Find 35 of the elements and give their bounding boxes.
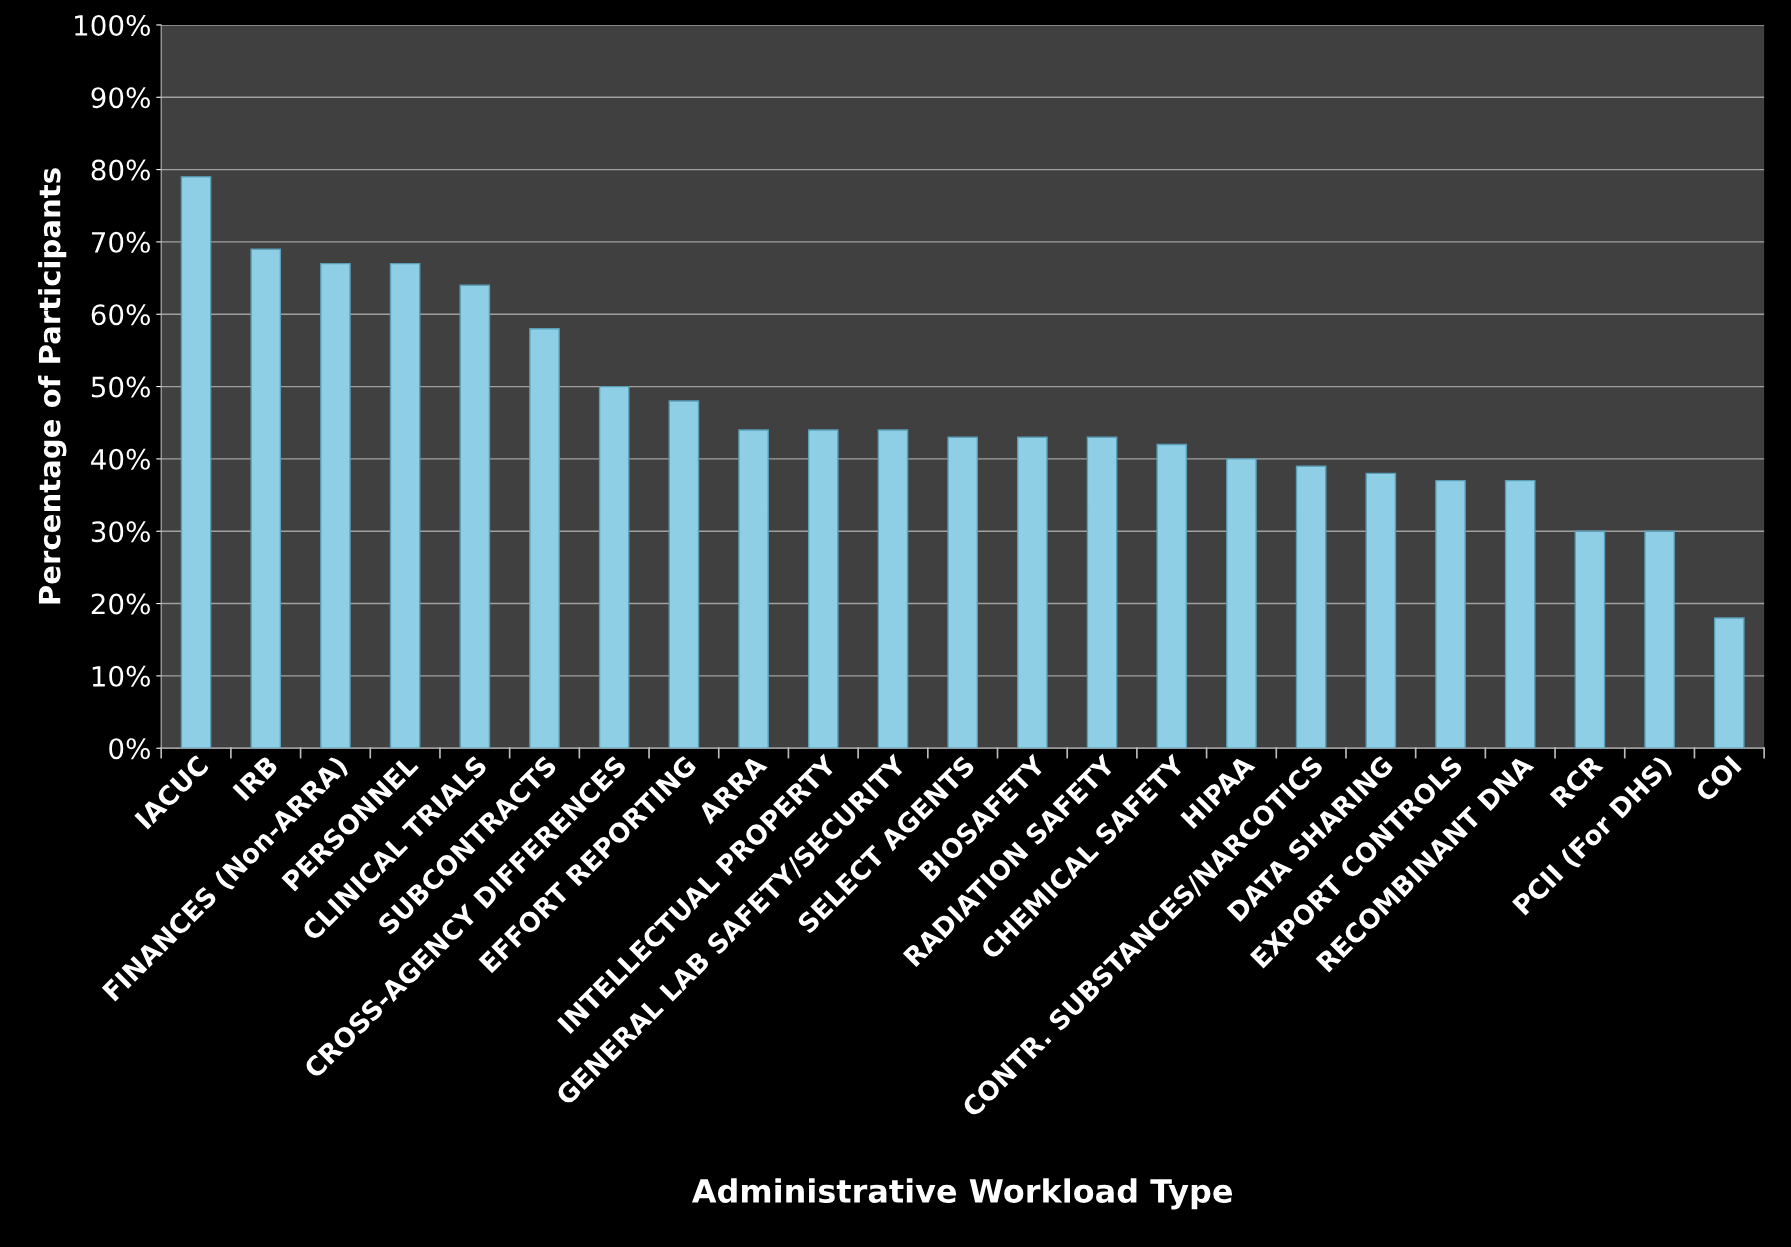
y-tick-label: 80%: [91, 159, 150, 181]
bar: [1226, 458, 1257, 749]
bar: [947, 436, 978, 749]
bar: [1574, 530, 1606, 749]
bar: [459, 284, 491, 749]
bar: [668, 400, 700, 749]
bar: [1435, 479, 1466, 749]
bar: [180, 176, 212, 749]
y-tick-label: 20%: [91, 593, 150, 615]
bar: [738, 429, 769, 749]
bar: [1086, 436, 1118, 749]
bar: [1295, 465, 1327, 749]
bar: [1017, 436, 1048, 749]
bar: [1156, 443, 1188, 749]
y-tick-label: 100%: [75, 14, 150, 36]
y-tick-label: 90%: [91, 87, 150, 109]
bar: [807, 429, 839, 749]
bar: [1504, 479, 1536, 749]
bar: [1365, 472, 1397, 749]
y-tick-label: 50%: [91, 376, 150, 398]
y-tick-label: 10%: [92, 665, 150, 687]
bar: [598, 385, 630, 749]
bar: [320, 262, 351, 749]
x-axis-title: Administrative Workload Type: [691, 1178, 1232, 1210]
y-tick-label: 40%: [91, 448, 150, 470]
bar: [877, 429, 909, 749]
bar: [250, 248, 282, 749]
bar: [1644, 530, 1675, 749]
y-tick-label: 60%: [91, 304, 150, 326]
y-tick-label: 70%: [92, 231, 150, 253]
bar: [389, 262, 421, 749]
y-tick-label: 30%: [91, 521, 150, 543]
bar: [1713, 617, 1745, 749]
bar: [529, 328, 560, 749]
y-axis-title: Percentage of Participants: [38, 168, 67, 604]
